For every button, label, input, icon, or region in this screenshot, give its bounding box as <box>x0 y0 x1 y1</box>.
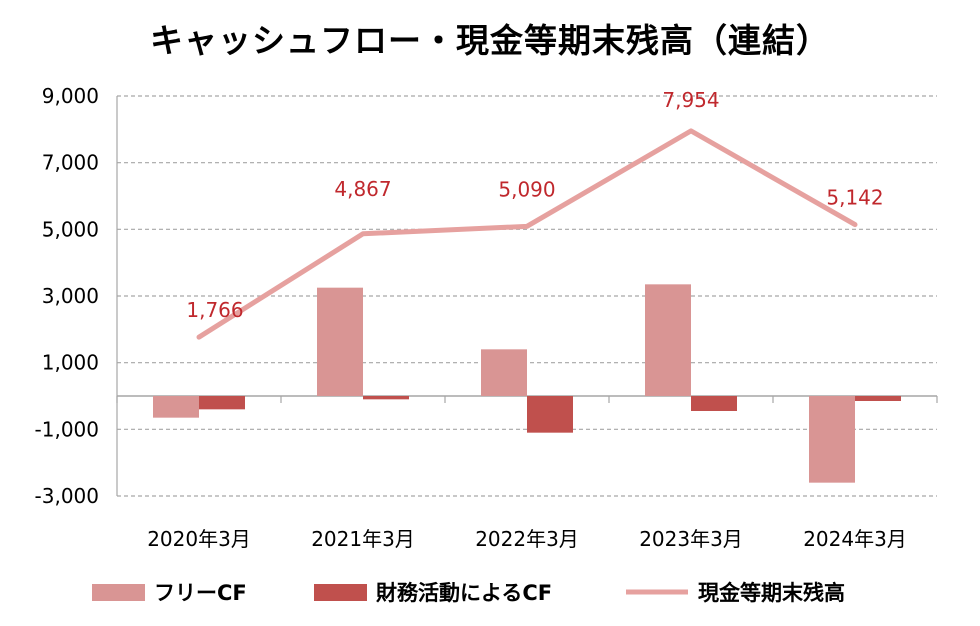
data-label: 5,090 <box>498 177 555 201</box>
y-tick-label: 9,000 <box>42 84 99 108</box>
legend-label: 財務活動によるCF <box>376 581 552 605</box>
line-layer <box>196 128 858 340</box>
bar-layer <box>153 284 901 483</box>
legend: フリーCF 財務活動によるCF 現金等期末残高 <box>92 581 845 605</box>
x-tick-label: 2021年3月 <box>311 527 415 551</box>
label-layer: 1,766 4,867 5,090 7,954 5,142 <box>186 88 883 322</box>
data-label: 4,867 <box>334 177 391 201</box>
axis-layer: 9,000 7,000 5,000 3,000 1,000 -1,000 -3,000 202… <box>35 84 938 551</box>
free-cf-bar <box>809 396 855 483</box>
cash-balance-line <box>196 128 858 340</box>
x-tick-label: 2022年3月 <box>475 527 579 551</box>
financing-cf-bar <box>691 396 737 411</box>
financing-cf-bar <box>527 396 573 433</box>
free-cf-bar <box>481 349 527 396</box>
y-tick-label: -1,000 <box>35 417 99 441</box>
legend-label: フリーCF <box>154 581 247 605</box>
y-tick-label: 1,000 <box>42 351 99 375</box>
y-tick-label: 5,000 <box>42 217 99 241</box>
financing-cf-bar <box>855 396 901 401</box>
x-tick-label: 2020年3月 <box>147 527 251 551</box>
financing-cf-bar <box>199 396 245 410</box>
y-tick-label: -3,000 <box>35 484 99 508</box>
legend-swatch <box>314 584 367 601</box>
free-cf-bar <box>153 396 199 418</box>
legend-swatch <box>92 584 145 601</box>
free-cf-bar <box>645 284 691 396</box>
chart-title: キャッシュフロー・現金等期末残高（連結） <box>150 21 830 60</box>
data-label: 7,954 <box>662 88 719 112</box>
y-tick-label: 7,000 <box>42 151 99 175</box>
data-label: 5,142 <box>826 186 883 210</box>
financing-cf-bar <box>363 396 409 400</box>
data-label: 1,766 <box>186 298 243 322</box>
x-tick-label: 2024年3月 <box>803 527 907 551</box>
legend-label: 現金等期末残高 <box>698 581 845 605</box>
x-tick-label: 2023年3月 <box>639 527 743 551</box>
y-tick-label: 3,000 <box>42 284 99 308</box>
free-cf-bar <box>317 287 363 396</box>
